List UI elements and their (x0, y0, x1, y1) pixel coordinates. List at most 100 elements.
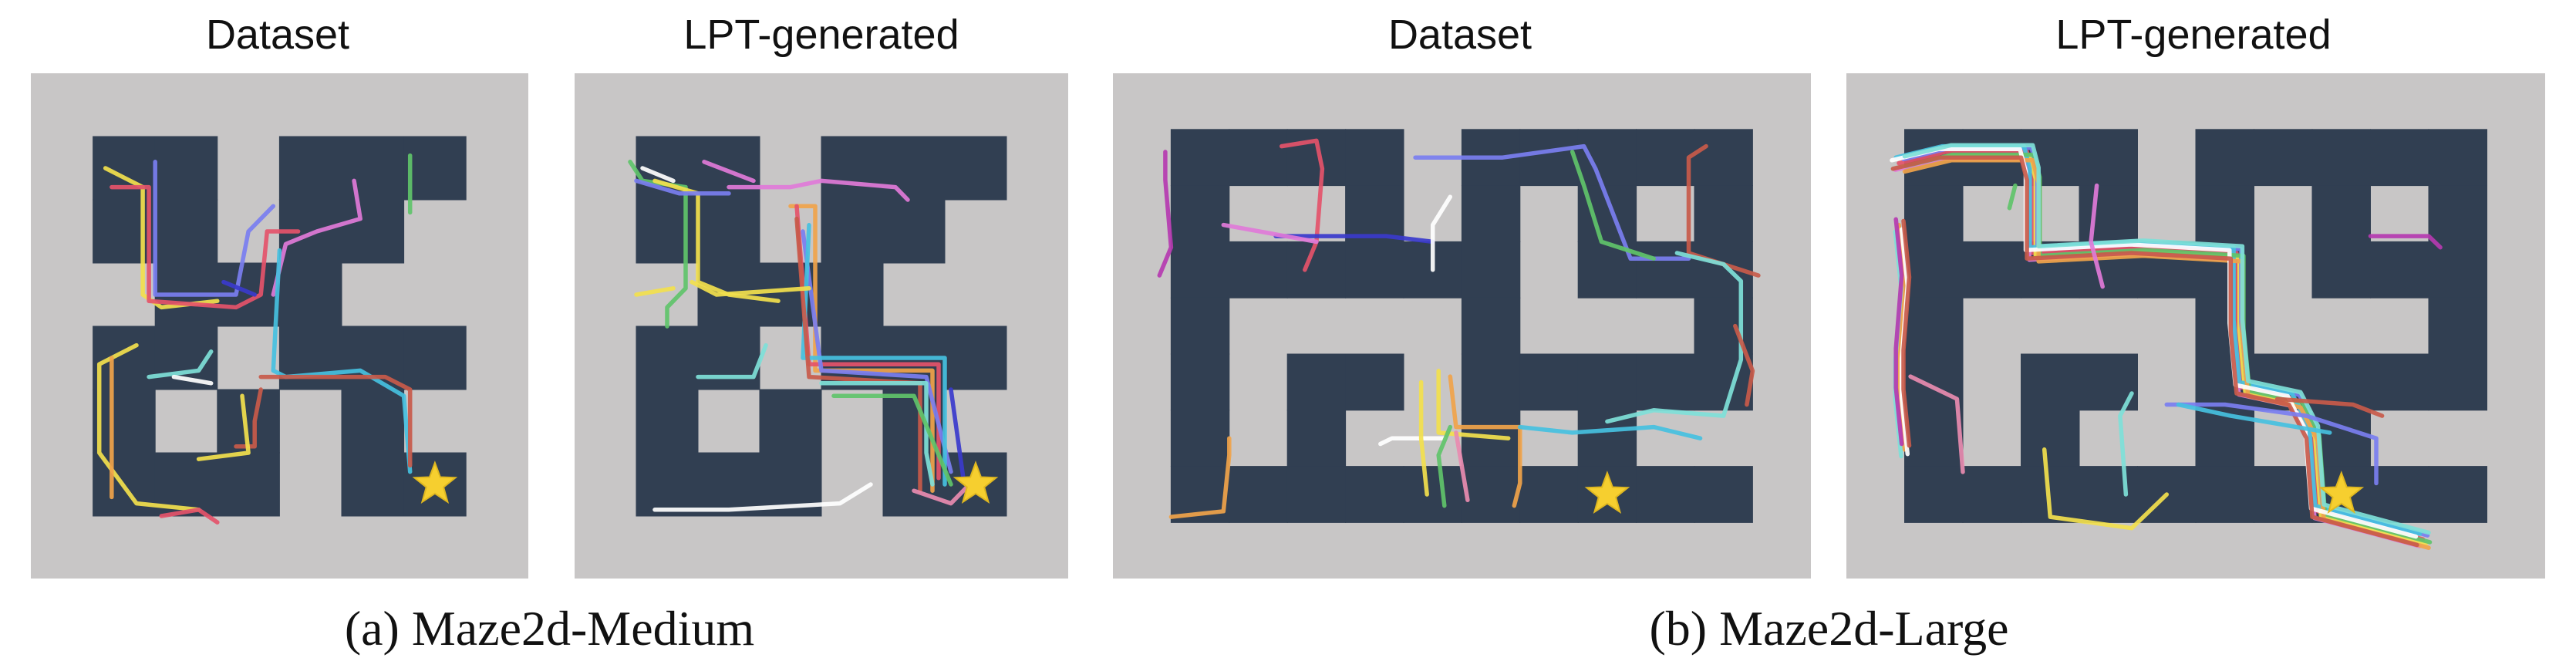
maze-floor-cell (2021, 353, 2080, 411)
maze-floor-cell (2079, 129, 2138, 187)
trajectory-line (1897, 222, 1907, 452)
star-icon (1584, 471, 1630, 514)
maze-floor-cell (1519, 466, 1579, 523)
trajectory-line (1436, 424, 1453, 508)
maze-floor-cell (1904, 353, 1964, 411)
trajectory-line (1413, 143, 1691, 261)
maze-floor-cell (1170, 353, 1230, 411)
maze-floor-cell (2311, 185, 2371, 242)
maze-floor-cell (2311, 241, 2371, 299)
maze-floor-cell (278, 326, 342, 390)
maze-floor-cell (1694, 185, 1753, 242)
maze-floor-cell (1286, 466, 1347, 523)
maze-floor-cell (403, 136, 467, 201)
trajectory-line (2089, 183, 2105, 289)
trajectory-line (271, 248, 413, 474)
maze-floor-cell (821, 136, 884, 201)
maze-floor-cell (1286, 353, 1347, 411)
maze-floor-cell (1170, 297, 1230, 355)
maze-floor-cell (93, 389, 156, 454)
trajectory-line (727, 178, 910, 202)
maze-floor-cell (697, 136, 760, 201)
trajectory-line (801, 223, 947, 487)
maze-floor-cell (636, 199, 699, 264)
maze-floor-cell (341, 452, 405, 517)
maze-floor-cell (2195, 129, 2254, 187)
maze-floor-cell (341, 136, 405, 201)
trajectory-line (1273, 234, 1435, 245)
trajectory-line (690, 279, 811, 297)
maze-floor-cell (403, 326, 467, 390)
trajectory-line (1378, 436, 1447, 447)
maze-floor-cell (93, 326, 156, 390)
maze-floor-cell (2428, 353, 2487, 411)
maze-floor-cell (1170, 241, 1230, 299)
maze-floor-cell (1962, 466, 2021, 523)
maze-floor-cell (821, 262, 884, 327)
maze-floor-cell (2021, 410, 2080, 467)
maze-floor-cell (1636, 466, 1695, 523)
maze-floor-cell (2370, 241, 2429, 299)
trajectory-line (171, 374, 214, 386)
maze-floor-cell (2428, 466, 2487, 523)
maze-floor-cell (759, 389, 822, 454)
maze-floor-cell (821, 199, 884, 264)
maze-floor-cell (944, 136, 1007, 201)
star-icon (412, 461, 458, 504)
maze-floor-cell (1461, 241, 1521, 299)
maze-floor-cell (1636, 353, 1695, 411)
maze-floor-cell (944, 326, 1007, 390)
trajectory-line (628, 160, 688, 329)
maze-floor-cell (1694, 353, 1753, 411)
maze-floor-cell (1461, 185, 1521, 242)
trajectory-line (794, 216, 922, 493)
maze-floor-cell (1403, 466, 1462, 523)
maze-medium-lpt (575, 73, 1068, 579)
trajectory-line (831, 393, 953, 487)
caption-medium: (a) Maze2d-Medium (344, 601, 755, 656)
trajectory-line (103, 166, 220, 310)
maze-medium-dataset (31, 73, 528, 579)
trajectory-line (801, 229, 953, 474)
maze-floor-cell (2079, 466, 2138, 523)
maze-floor-cell (1904, 410, 1964, 467)
maze-floor-cell (2079, 185, 2138, 242)
trajectory-line (2176, 402, 2332, 435)
trajectory-line (1436, 369, 1511, 440)
trajectory-line (949, 387, 966, 481)
maze-floor-cell (697, 452, 760, 517)
maze-floor-cell (1461, 353, 1521, 411)
maze-floor-cell (636, 326, 699, 390)
trajectory-line (1570, 150, 1656, 261)
maze-floor-cell (1345, 185, 1404, 242)
trajectory-line (1418, 380, 1429, 497)
maze-floor-cell (1345, 353, 1404, 411)
maze-floor-cell (1229, 466, 1288, 523)
maze-floor-cell (1345, 241, 1404, 299)
maze-floor-cell (217, 452, 280, 517)
maze-floor-cell (2254, 129, 2313, 187)
maze-floor-cell (1694, 466, 1753, 523)
maze-floor-cell (1904, 466, 1964, 523)
maze-floor-cell (882, 452, 946, 517)
trajectory-line (702, 160, 756, 184)
trajectory-line (1893, 217, 1904, 447)
maze-floor-cell (278, 262, 342, 327)
maze-floor-cell (1577, 353, 1637, 411)
trajectory-line (634, 178, 731, 196)
trajectory-line (1157, 150, 1174, 278)
maze-floor-cell (2428, 297, 2487, 355)
maze-floor-cell (1286, 410, 1347, 467)
maze-floor-cell (697, 326, 760, 390)
caption-large: (b) Maze2d-Large (1649, 601, 2009, 656)
trajectory-line (153, 160, 276, 297)
maze-floor-cell (2311, 129, 2371, 187)
trajectory-line (1890, 155, 2419, 548)
star-icon (953, 461, 999, 504)
maze-floor-cell (2370, 129, 2429, 187)
maze-floor-cell (1461, 466, 1521, 523)
maze-floor-cell (93, 199, 156, 264)
trajectory-line (258, 374, 413, 468)
trajectory-line (696, 342, 768, 380)
trajectory-line (1454, 430, 1470, 503)
